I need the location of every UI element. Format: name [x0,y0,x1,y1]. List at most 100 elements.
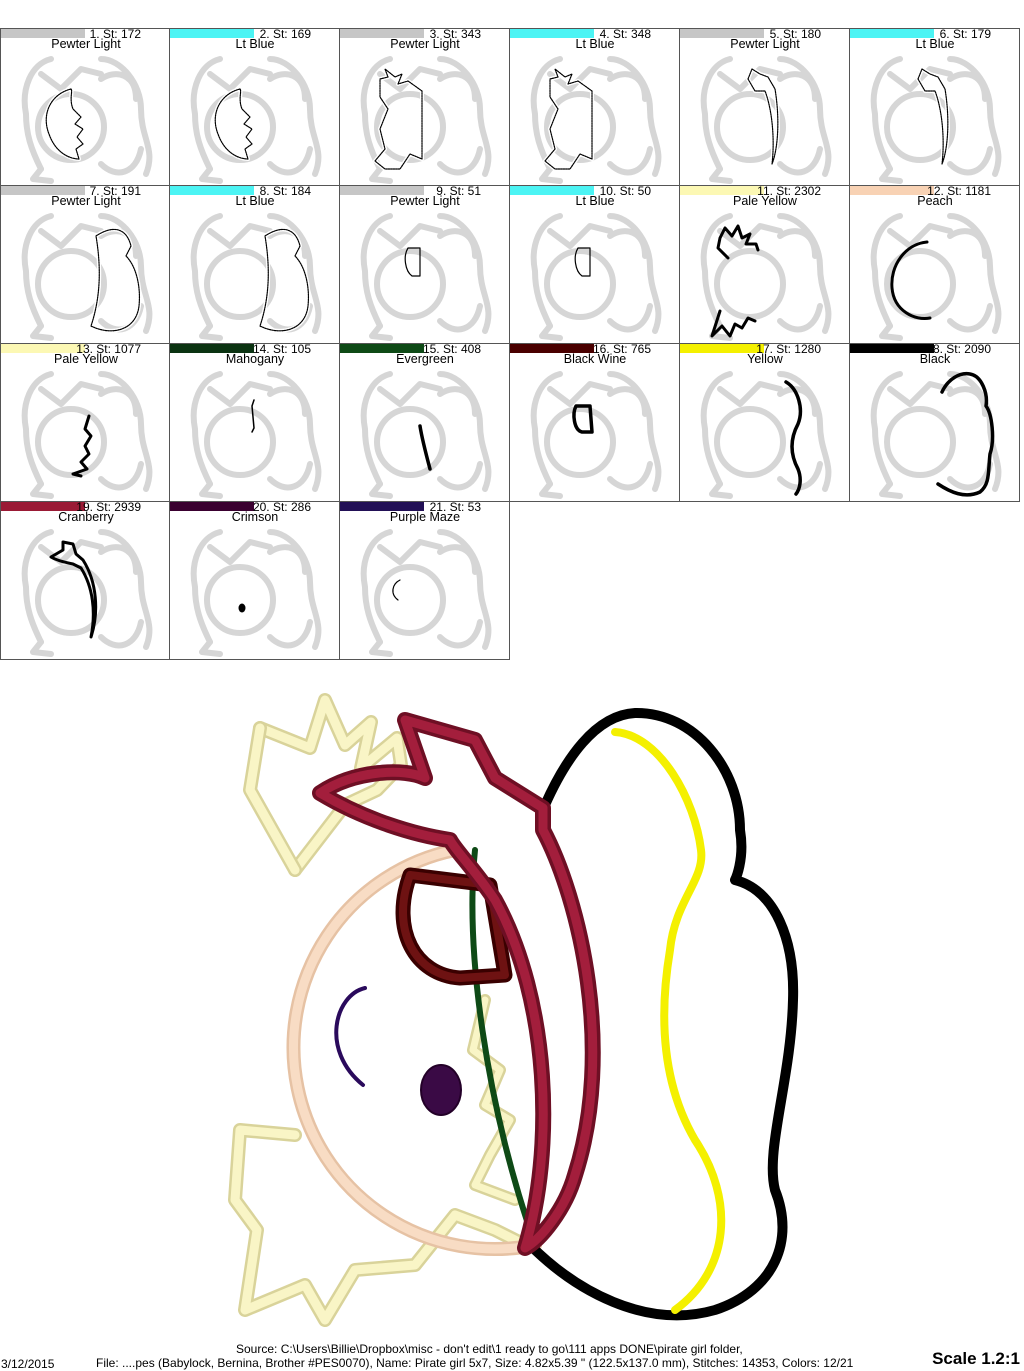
color-name-label: Lt Blue [575,194,615,208]
stitch-count-label: 2. St: 169 [259,28,311,41]
color-thumbnail [21,56,153,184]
color-swatch [1,29,85,38]
color-cell: 6. St: 179 Lt Blue [850,28,1020,186]
color-swatch [1,502,85,511]
color-name-label: Evergreen [396,352,454,366]
color-swatch [850,29,934,38]
color-swatch [510,29,594,38]
color-swatch [850,186,934,195]
footer-scale: Scale 1.2:1 [932,1349,1020,1368]
color-name-label: Pewter Light [51,37,121,51]
color-swatch [170,186,254,195]
color-thumbnail [190,213,322,341]
color-name-label: Purple Maze [389,510,461,524]
color-thumbnail [190,56,322,184]
color-cell: 2. St: 169 Lt Blue [170,28,340,186]
color-cell: 9. St: 51 Pewter Light [340,186,510,344]
stitch-count-label: 9. St: 51 [436,186,481,198]
stitch-count-label: 4. St: 348 [599,28,651,41]
color-swatch [170,502,254,511]
stitch-count-label: 1. St: 172 [89,28,141,41]
color-name-label: Pewter Light [730,37,800,51]
color-swatch [680,186,764,195]
color-cell: 7. St: 191 Pewter Light [0,186,170,344]
color-cell: 14. St: 105 Mahogany [170,344,340,502]
color-swatch [850,344,934,353]
color-name-label: Yellow [747,352,783,366]
design-bandana [312,712,601,1256]
color-swatch [170,344,254,353]
color-name-label: Peach [917,194,953,208]
design-hat-band [611,728,726,1314]
color-thumbnail [700,371,832,499]
color-swatch [1,186,85,195]
color-name-label: Cranberry [58,510,114,524]
color-cell: 11. St: 2302 Pale Yellow [680,186,850,344]
color-thumbnail [530,213,662,341]
stitch-count-label: 18. St: 2090 [926,344,991,356]
color-name-label: Lt Blue [915,37,955,51]
color-swatch [1,344,85,353]
color-thumbnail [700,56,832,184]
color-cell: 3. St: 343 Pewter Light [340,28,510,186]
design-eye-patch [395,867,513,986]
color-cell: 4. St: 348 Lt Blue [510,28,680,186]
stitch-count-label: 11. St: 2302 [757,186,821,198]
color-cell: 15. St: 408 Evergreen [340,344,510,502]
color-cell: 21. St: 53 Purple Maze [340,502,510,660]
color-name-label: Black Wine [563,352,627,366]
footer-file-info: File: ....pes (Babylock, Bernina, Brothe… [96,1356,854,1370]
color-name-label: Lt Blue [235,37,275,51]
stitch-count-label: 21. St: 53 [429,502,481,514]
color-thumbnail [870,213,1002,341]
color-cell: 13. St: 1077 Pale Yellow [0,344,170,502]
color-thumbnail [870,371,1002,499]
color-cell: 12. St: 1181 Peach [850,186,1020,344]
color-cell: 18. St: 2090 Black [850,344,1020,502]
stitch-count-label: 3. St: 343 [429,28,481,41]
embroidery-design-preview [228,693,799,1327]
color-swatch [510,186,594,195]
color-swatch [680,344,764,353]
color-sequence-grid: 1. St: 172 Pewter Light 2. St: 169 Lt Blue 3… [0,28,1021,660]
design-evergreen-line [469,847,538,1248]
color-thumbnail [870,56,1002,184]
color-name-label: Pewter Light [390,194,460,208]
stitch-count-label: 13. St: 1077 [76,344,141,356]
color-swatch [340,186,424,195]
color-thumbnail [21,213,153,341]
color-swatch [510,344,594,353]
design-open-eye [420,1064,462,1116]
color-thumbnail [190,371,322,499]
stitch-count-label: 12. St: 1181 [927,186,991,198]
color-name-label: Pewter Light [51,194,121,208]
color-name-label: Black [919,352,951,366]
color-name-label: Lt Blue [575,37,615,51]
stitch-count-label: 17. St: 1280 [756,344,821,356]
color-thumbnail [700,213,832,341]
stitch-count-label: 5. St: 180 [769,28,821,41]
footer-source: Source: C:\Users\Billie\Dropbox\misc - d… [236,1342,743,1356]
color-thumbnail [530,371,662,499]
stitch-count-label: 15. St: 408 [422,344,481,356]
color-thumbnail [360,371,492,499]
stitch-count-label: 8. St: 184 [259,186,311,198]
color-swatch [680,29,764,38]
color-cell: 16. St: 765 Black Wine [510,344,680,502]
color-thumbnail [360,529,492,657]
color-swatch [340,344,424,353]
color-name-label: Lt Blue [235,194,275,208]
color-cell: 19. St: 2939 Cranberry [0,502,170,660]
color-cell: 1. St: 172 Pewter Light [0,28,170,186]
design-hat [525,707,799,1321]
stitch-count-label: 16. St: 765 [592,344,651,356]
color-cell: 5. St: 180 Pewter Light [680,28,850,186]
color-name-label: Mahogany [225,352,285,366]
color-name-label: Crimson [231,510,279,524]
color-thumbnail [360,213,492,341]
stitch-count-label: 20. St: 286 [252,502,311,514]
color-thumbnail [190,529,322,657]
color-thumbnail [530,56,662,184]
stitch-count-label: 19. St: 2939 [76,502,141,514]
design-closed-eye [334,986,367,1087]
